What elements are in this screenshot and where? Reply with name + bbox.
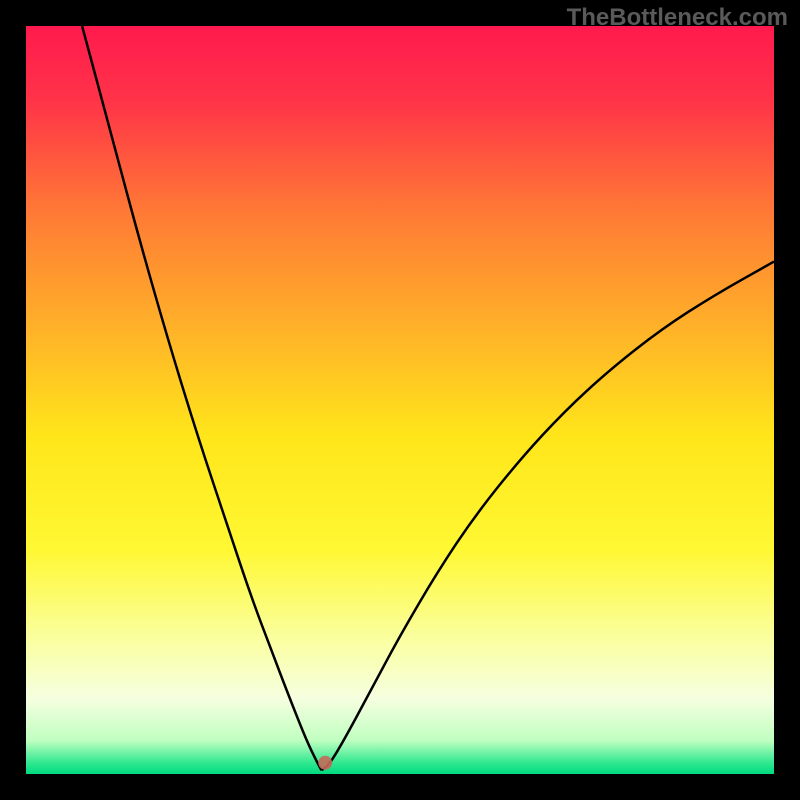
plot-area (26, 26, 774, 774)
curve-layer (26, 26, 774, 774)
minimum-marker (318, 756, 332, 770)
curve-right-branch (321, 262, 774, 771)
watermark-text: TheBottleneck.com (567, 4, 788, 32)
chart-root: TheBottleneck.com (0, 0, 800, 800)
curve-left-branch (82, 26, 321, 770)
